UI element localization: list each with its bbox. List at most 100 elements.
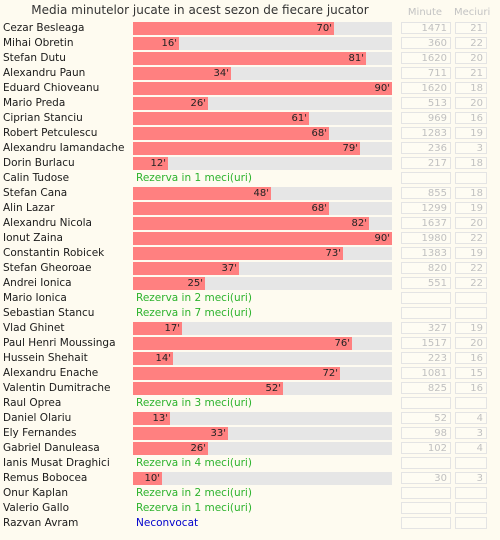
player-row: Constantin Robicek 73' 1383 19 — [0, 246, 500, 261]
minutes-bar: 34' — [133, 67, 231, 80]
bar-track: Rezerva in 4 meci(uri) — [133, 457, 392, 470]
bar-value-label: 76' — [334, 338, 350, 349]
bar-track: Rezerva in 1 meci(uri) — [133, 502, 392, 515]
minutes-bar: 26' — [133, 97, 208, 110]
meciuri-cell — [455, 292, 487, 304]
player-row: Mario Preda 26' 513 20 — [0, 96, 500, 111]
player-row: Mario Ionica Rezerva in 2 meci(uri) — [0, 291, 500, 306]
bar-value-label: 68' — [311, 128, 327, 139]
player-name: Alexandru Paun — [3, 67, 86, 79]
bar-track: 82' — [133, 217, 392, 230]
bar-value-label: 61' — [291, 113, 307, 124]
reserve-note: Rezerva in 1 meci(uri) — [136, 172, 252, 184]
player-name: Mihai Obretin — [3, 37, 74, 49]
bar-track: Rezerva in 2 meci(uri) — [133, 292, 392, 305]
meciuri-cell — [455, 487, 487, 499]
minutes-bar: 52' — [133, 382, 283, 395]
meciuri-cell — [455, 307, 487, 319]
meciuri-cell — [455, 397, 487, 409]
player-row: Cezar Besleaga 70' 1471 21 — [0, 21, 500, 36]
bar-value-label: 26' — [190, 443, 206, 454]
player-name: Razvan Avram — [3, 517, 79, 529]
minute-cell: 98 — [401, 427, 451, 439]
player-row: Alexandru Iamandache 79' 236 3 — [0, 141, 500, 156]
player-name: Stefan Dutu — [3, 52, 66, 64]
player-row: Alexandru Paun 34' 711 21 — [0, 66, 500, 81]
meciuri-cell: 19 — [455, 247, 487, 259]
minutes-bar: 14' — [133, 352, 173, 365]
minute-cell: 1980 — [401, 232, 451, 244]
bar-track: 10' — [133, 472, 392, 485]
bar-value-label: 37' — [221, 263, 237, 274]
bar-track: 68' — [133, 202, 392, 215]
player-name: Ely Fernandes — [3, 427, 77, 439]
bar-value-label: 10' — [144, 473, 160, 484]
meciuri-cell: 16 — [455, 352, 487, 364]
player-name: Alexandru Enache — [3, 367, 99, 379]
minute-cell: 711 — [401, 67, 451, 79]
bar-track: 17' — [133, 322, 392, 335]
minute-cell — [401, 307, 451, 319]
minutes-bar: 79' — [133, 142, 360, 155]
bar-track: 13' — [133, 412, 392, 425]
meciuri-cell: 18 — [455, 187, 487, 199]
minutes-bar: 17' — [133, 322, 182, 335]
minute-cell: 1620 — [401, 52, 451, 64]
player-name: Calin Tudose — [3, 172, 70, 184]
reserve-note: Rezerva in 1 meci(uri) — [136, 502, 252, 514]
minute-cell: 327 — [401, 322, 451, 334]
minutes-bar: 68' — [133, 202, 329, 215]
meciuri-cell: 4 — [455, 412, 487, 424]
player-row: Valentin Dumitrache 52' 825 16 — [0, 381, 500, 396]
minute-cell: 102 — [401, 442, 451, 454]
bar-value-label: 81' — [348, 53, 364, 64]
reserve-note: Rezerva in 7 meci(uri) — [136, 307, 252, 319]
player-row: Eduard Chioveanu 90' 1620 18 — [0, 81, 500, 96]
player-row: Dorin Burlacu 12' 217 18 — [0, 156, 500, 171]
player-name: Cezar Besleaga — [3, 22, 85, 34]
meciuri-cell: 21 — [455, 67, 487, 79]
bar-track: 34' — [133, 67, 392, 80]
player-row: Raul Oprea Rezerva in 3 meci(uri) — [0, 396, 500, 411]
player-name: Remus Bobocea — [3, 472, 88, 484]
minutes-bar: 81' — [133, 52, 366, 65]
minutes-bar: 61' — [133, 112, 309, 125]
minute-cell: 1471 — [401, 22, 451, 34]
minute-cell — [401, 397, 451, 409]
meciuri-cell: 3 — [455, 472, 487, 484]
bar-track: 26' — [133, 97, 392, 110]
bar-value-label: 25' — [187, 278, 203, 289]
bar-value-label: 79' — [342, 143, 358, 154]
meciuri-cell: 22 — [455, 277, 487, 289]
minutes-bar: 13' — [133, 412, 170, 425]
bar-value-label: 26' — [190, 98, 206, 109]
minutes-bar: 12' — [133, 157, 168, 170]
bar-value-label: 12' — [150, 158, 166, 169]
player-name: Hussein Shehait — [3, 352, 88, 364]
meciuri-cell: 18 — [455, 82, 487, 94]
bar-value-label: 68' — [311, 203, 327, 214]
meciuri-cell: 4 — [455, 442, 487, 454]
player-row: Daniel Olariu 13' 52 4 — [0, 411, 500, 426]
bar-track: Rezerva in 7 meci(uri) — [133, 307, 392, 320]
bar-track: 76' — [133, 337, 392, 350]
bar-track: Neconvocat — [133, 517, 392, 530]
bar-track: Rezerva in 1 meci(uri) — [133, 172, 392, 185]
player-row: Ionut Zaina 90' 1980 22 — [0, 231, 500, 246]
bar-track: 33' — [133, 427, 392, 440]
player-name: Alin Lazar — [3, 202, 55, 214]
minute-cell: 855 — [401, 187, 451, 199]
meciuri-cell: 22 — [455, 37, 487, 49]
minutes-bar: 68' — [133, 127, 329, 140]
player-name: Ciprian Stanciu — [3, 112, 83, 124]
player-name: Daniel Olariu — [3, 412, 72, 424]
player-row: Ciprian Stanciu 61' 969 16 — [0, 111, 500, 126]
uncalled-note: Neconvocat — [136, 517, 199, 529]
bar-value-label: 82' — [351, 218, 367, 229]
meciuri-cell — [455, 172, 487, 184]
minutes-bar: 70' — [133, 22, 334, 35]
meciuri-cell: 19 — [455, 127, 487, 139]
minute-cell: 969 — [401, 112, 451, 124]
player-name: Gabriel Danuleasa — [3, 442, 100, 454]
bar-value-label: 52' — [265, 383, 281, 394]
